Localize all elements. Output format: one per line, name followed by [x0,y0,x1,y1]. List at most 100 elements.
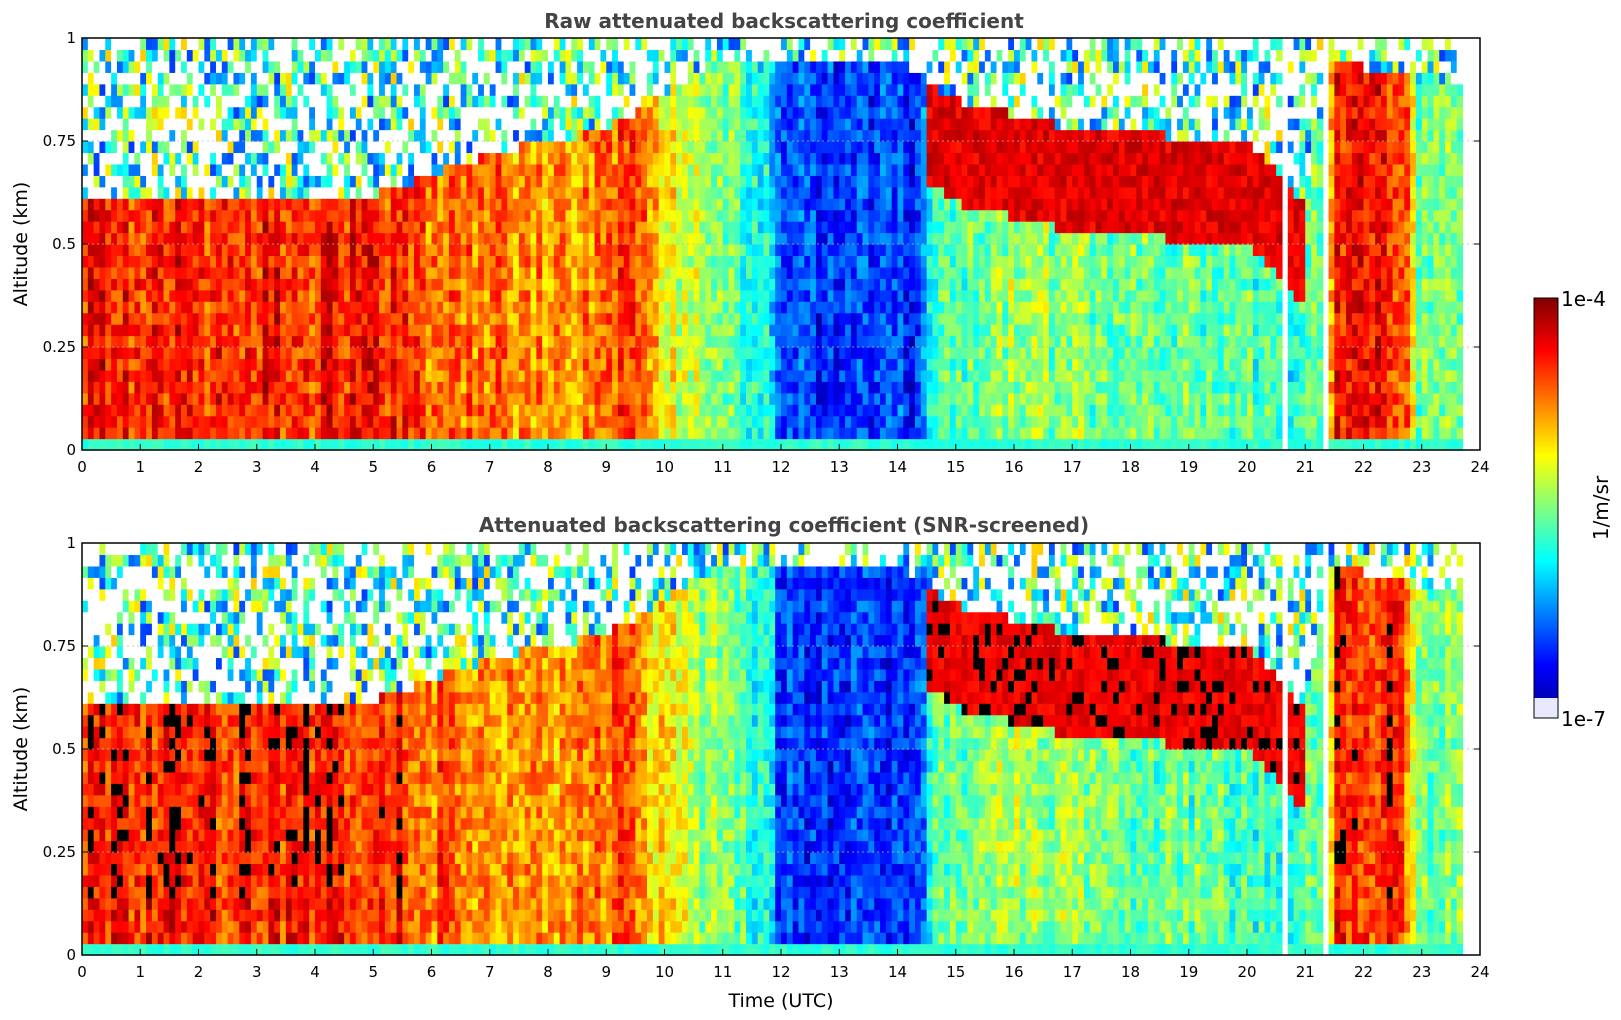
heatmap-cell [885,129,893,142]
heatmap-cell [629,221,636,234]
heatmap-cell [105,312,112,325]
heatmap-cell [577,163,584,176]
heatmap-cell [198,118,205,131]
heatmap-cell [804,175,811,188]
heatmap-cell [93,289,101,302]
heatmap-cell [676,106,683,119]
heatmap-cell [408,324,415,337]
heatmap-cell [862,244,869,257]
heatmap-cell [641,60,648,73]
heatmap-cell [600,266,607,279]
heatmap-cell [676,438,683,451]
heatmap-cell [687,427,695,440]
heatmap-cell [483,95,491,108]
heatmap-cell [163,266,170,279]
heatmap-cell [338,141,345,154]
heatmap-cell [775,72,782,85]
heatmap-cell [338,221,345,234]
heatmap-cell [140,152,147,165]
heatmap-cell [740,118,747,131]
heatmap-cell [151,438,159,451]
heatmap-cell [262,415,269,428]
heatmap-cell [769,301,776,314]
heatmap-cell [157,358,165,371]
heatmap-cell [414,209,421,222]
heatmap-cell [227,278,235,291]
heatmap-cell [507,324,514,337]
heatmap-cell [355,278,363,291]
heatmap-cell [681,244,689,257]
heatmap-cell [542,175,549,188]
heatmap-cell [641,255,648,268]
heatmap-cell [326,381,334,394]
heatmap-cell [268,404,275,417]
heatmap-cell [361,244,369,257]
heatmap-cell [629,404,636,417]
heatmap-cell [781,72,788,85]
heatmap-cell [728,404,735,417]
heatmap-cell [874,266,881,279]
heatmap-cell [501,438,508,451]
heatmap-cell [711,118,718,131]
heatmap-cell [111,278,118,291]
heatmap-cell [157,244,165,257]
heatmap-cell [792,221,800,234]
heatmap-cell [157,255,165,268]
heatmap-cell [850,106,858,119]
heatmap-cell [285,301,293,314]
heatmap-cell [734,175,741,188]
heatmap-cell [868,141,875,154]
heatmap-cell [175,118,182,131]
heatmap-cell [734,83,741,96]
heatmap-cell [448,312,456,325]
heatmap-cell [588,335,596,348]
heatmap-cell [448,427,456,440]
heatmap-cell [175,163,182,176]
heatmap-cell [373,118,380,131]
heatmap-cell [862,118,869,131]
heatmap-cell [285,129,293,142]
heatmap-cell [623,266,631,279]
heatmap-cell [781,404,788,417]
heatmap-cell [617,301,625,314]
heatmap-cell [850,72,858,85]
heatmap-cell [303,198,310,211]
heatmap-cell [367,392,374,405]
heatmap-cell [483,347,491,360]
heatmap-cell [507,198,514,211]
heatmap-cell [728,221,735,234]
heatmap-cell [670,415,677,428]
heatmap-cell [804,255,811,268]
heatmap-cell [192,427,200,440]
heatmap-cell [221,106,229,119]
heatmap-cell [146,415,153,428]
heatmap-cell [664,152,671,165]
heatmap-cell [326,118,334,131]
heatmap-cell [542,415,549,428]
heatmap-cell [722,83,730,96]
heatmap-cell [623,129,631,142]
heatmap-cell [874,95,881,108]
heatmap-cell [815,255,823,268]
heatmap-cell [221,152,229,165]
heatmap-cell [594,38,602,51]
heatmap-cell [285,175,293,188]
heatmap-cell [792,381,800,394]
heatmap-cell [693,278,701,291]
heatmap-cell [868,38,875,51]
heatmap-cell [250,118,258,131]
heatmap-cell [746,255,753,268]
heatmap-cell [588,118,596,131]
heatmap-cell [93,415,101,428]
heatmap-cell [186,301,194,314]
heatmap-cell [169,278,176,291]
heatmap-cell [699,209,706,222]
heatmap-cell [594,118,602,131]
heatmap-cell [856,392,864,405]
heatmap-cell [501,60,508,73]
heatmap-cell [815,186,823,199]
heatmap-cell [518,347,526,360]
heatmap-cell [542,335,549,348]
heatmap-cell [862,415,869,428]
heatmap-cell [105,163,112,176]
